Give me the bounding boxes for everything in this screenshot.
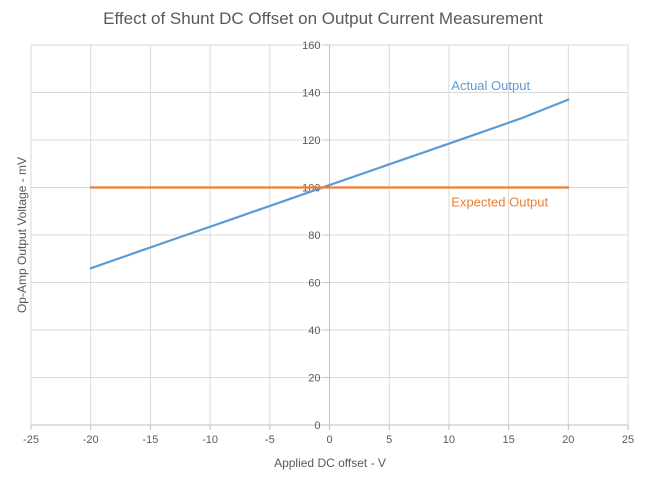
y-tick-label: 140 [302, 88, 320, 100]
x-tick-label: -25 [23, 434, 39, 446]
chart-title: Effect of Shunt DC Offset on Output Curr… [103, 9, 543, 28]
x-axis-label: Applied DC offset - V [274, 456, 386, 470]
x-tick-label: -15 [142, 434, 158, 446]
x-tick-label: -5 [265, 434, 275, 446]
series-label-actual-output: Actual Output [451, 78, 530, 93]
x-tick-label: 5 [386, 434, 392, 446]
y-tick-label: 80 [308, 230, 320, 242]
x-tick-label: -20 [83, 434, 99, 446]
x-tick-label: 20 [562, 434, 574, 446]
series-group [89, 98, 570, 270]
y-axis-label: Op-Amp Output Voltage - mV [15, 157, 29, 313]
tick-labels: -25 -20 -15 -10 -5 0 5 10 15 20 250204060801001201… [23, 40, 634, 446]
axes [30, 44, 629, 430]
y-tick-label: 120 [302, 135, 320, 147]
x-tick-label: 15 [502, 434, 514, 446]
y-tick-label: 40 [308, 325, 320, 337]
series-line-actual-output [89, 98, 570, 270]
x-tick-label: 25 [622, 434, 634, 446]
x-tick-label: 0 [326, 434, 332, 446]
series-label-expected-output: Expected Output [451, 195, 548, 210]
y-tick-label: 0 [314, 420, 320, 432]
y-tick-label: 20 [308, 373, 320, 385]
y-tick-label: 160 [302, 40, 320, 52]
y-tick-label: 60 [308, 278, 320, 290]
x-tick-label: 10 [443, 434, 455, 446]
series-labels: Actual Output Expected Output [451, 78, 548, 209]
x-tick-label: -10 [202, 434, 218, 446]
